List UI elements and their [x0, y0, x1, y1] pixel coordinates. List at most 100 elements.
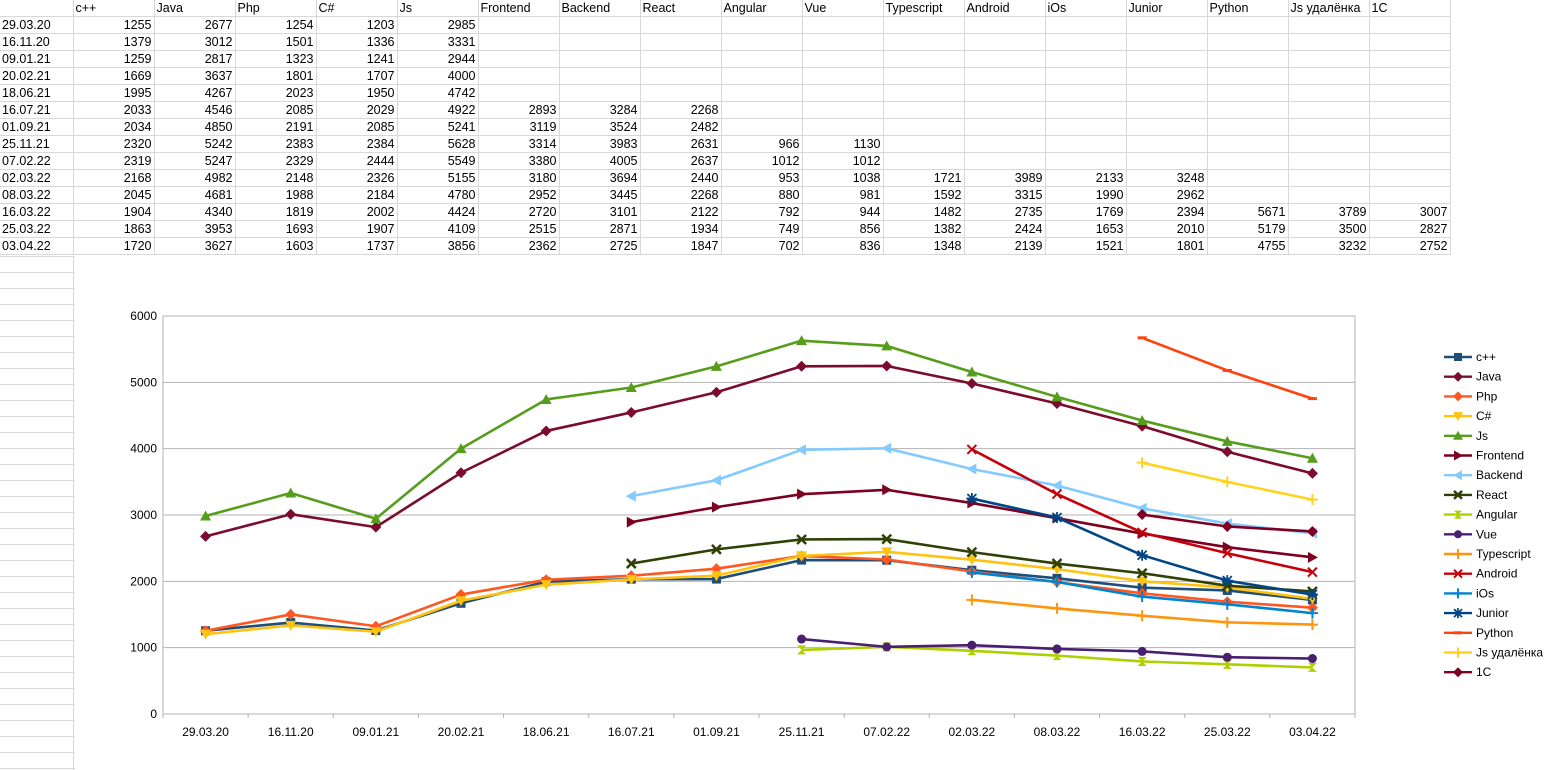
data-point[interactable] [1136, 457, 1148, 469]
data-point[interactable] [797, 645, 807, 655]
value-cell[interactable] [802, 33, 884, 51]
value-cell[interactable]: 2440 [640, 169, 722, 187]
header-cell[interactable]: Frontend [478, 0, 560, 17]
data-point[interactable] [1137, 583, 1147, 593]
header-cell[interactable]: Typescript [883, 0, 965, 17]
legend-item[interactable]: Android [1444, 567, 1517, 581]
value-cell[interactable]: 1130 [802, 135, 884, 153]
data-point[interactable] [881, 442, 892, 454]
value-cell[interactable]: 2383 [235, 135, 317, 153]
value-cell[interactable]: 792 [721, 203, 803, 221]
value-cell[interactable]: 2817 [154, 50, 236, 68]
data-point[interactable] [455, 589, 467, 601]
value-cell[interactable]: 3789 [1288, 203, 1370, 221]
value-cell[interactable]: 2045 [73, 186, 155, 204]
value-cell[interactable] [640, 33, 722, 51]
value-cell[interactable]: 1737 [316, 237, 398, 255]
data-point[interactable] [1136, 527, 1148, 538]
line-chart[interactable]: 0 1000 2000 3000 4000 5000 6000 29.03.20 16.11.2… [75, 268, 1560, 770]
legend-item[interactable]: Php [1444, 389, 1498, 403]
value-cell[interactable]: 966 [721, 135, 803, 153]
value-cell[interactable] [1126, 101, 1208, 119]
data-point[interactable] [455, 443, 467, 454]
value-cell[interactable] [1207, 67, 1289, 85]
date-cell[interactable]: 08.03.22 [0, 186, 74, 204]
value-cell[interactable] [1045, 50, 1127, 68]
date-cell[interactable]: 03.04.22 [0, 237, 74, 255]
value-cell[interactable] [721, 67, 803, 85]
data-point[interactable] [1306, 494, 1318, 506]
data-point[interactable] [1136, 509, 1148, 521]
value-cell[interactable] [478, 67, 560, 85]
data-point[interactable] [710, 386, 722, 398]
value-cell[interactable]: 2631 [640, 135, 722, 153]
data-point[interactable] [881, 547, 893, 558]
data-point[interactable] [1052, 644, 1062, 654]
value-cell[interactable] [1126, 16, 1208, 34]
value-cell[interactable] [1369, 152, 1451, 170]
value-cell[interactable]: 880 [721, 186, 803, 204]
value-cell[interactable]: 1012 [721, 152, 803, 170]
value-cell[interactable]: 3232 [1288, 237, 1370, 255]
value-cell[interactable]: 1990 [1045, 186, 1127, 204]
value-cell[interactable] [721, 101, 803, 119]
value-cell[interactable] [478, 50, 560, 68]
data-point[interactable] [625, 406, 637, 418]
data-point[interactable] [1306, 525, 1318, 537]
date-cell[interactable]: 16.03.22 [0, 203, 74, 221]
value-cell[interactable]: 3445 [559, 186, 641, 204]
data-point[interactable] [1221, 616, 1233, 628]
value-cell[interactable]: 3331 [397, 33, 479, 51]
series-junior[interactable] [966, 493, 1318, 601]
data-point[interactable] [455, 596, 467, 607]
value-cell[interactable]: 2002 [316, 203, 398, 221]
value-cell[interactable]: 5241 [397, 118, 479, 136]
value-cell[interactable] [1126, 135, 1208, 153]
value-cell[interactable]: 1721 [883, 169, 965, 187]
value-cell[interactable]: 5628 [397, 135, 479, 153]
value-cell[interactable] [1369, 101, 1451, 119]
data-point[interactable] [796, 444, 807, 456]
data-point[interactable] [1222, 652, 1232, 662]
value-cell[interactable]: 944 [802, 203, 884, 221]
value-cell[interactable] [1369, 16, 1451, 34]
data-point[interactable] [285, 620, 297, 631]
value-cell[interactable]: 1819 [235, 203, 317, 221]
data-point[interactable] [1051, 397, 1063, 409]
value-cell[interactable] [964, 101, 1046, 119]
value-cell[interactable]: 2139 [964, 237, 1046, 255]
value-cell[interactable]: 2985 [397, 16, 479, 34]
data-point[interactable] [540, 393, 552, 404]
value-cell[interactable]: 3101 [559, 203, 641, 221]
legend-item[interactable]: Backend [1444, 468, 1523, 482]
value-cell[interactable]: 4780 [397, 186, 479, 204]
data-point[interactable] [881, 554, 893, 566]
legend-item[interactable]: C# [1444, 409, 1492, 423]
data-point[interactable] [1306, 607, 1318, 619]
data-point[interactable] [200, 530, 212, 542]
value-cell[interactable] [1369, 67, 1451, 85]
legend-item[interactable]: Java [1444, 370, 1502, 384]
value-cell[interactable] [964, 152, 1046, 170]
value-cell[interactable] [964, 118, 1046, 136]
header-cell[interactable]: Vue [802, 0, 884, 17]
data-point[interactable] [1306, 619, 1318, 631]
data-point[interactable] [1052, 651, 1062, 661]
value-cell[interactable]: 1769 [1045, 203, 1127, 221]
value-cell[interactable]: 4546 [154, 101, 236, 119]
series-line[interactable] [205, 339, 1313, 521]
value-cell[interactable]: 2677 [154, 16, 236, 34]
data-point[interactable] [1307, 397, 1317, 401]
value-cell[interactable]: 1501 [235, 33, 317, 51]
data-point[interactable] [1051, 488, 1063, 500]
value-cell[interactable] [964, 16, 1046, 34]
value-cell[interactable]: 1995 [73, 84, 155, 102]
data-point[interactable] [1307, 551, 1318, 563]
header-cell[interactable]: Backend [559, 0, 641, 17]
value-cell[interactable]: 1801 [235, 67, 317, 85]
value-cell[interactable]: 2482 [640, 118, 722, 136]
data-point[interactable] [1137, 656, 1147, 666]
value-cell[interactable] [883, 84, 965, 102]
value-cell[interactable]: 1379 [73, 33, 155, 51]
header-cell[interactable]: iOs [1045, 0, 1127, 17]
